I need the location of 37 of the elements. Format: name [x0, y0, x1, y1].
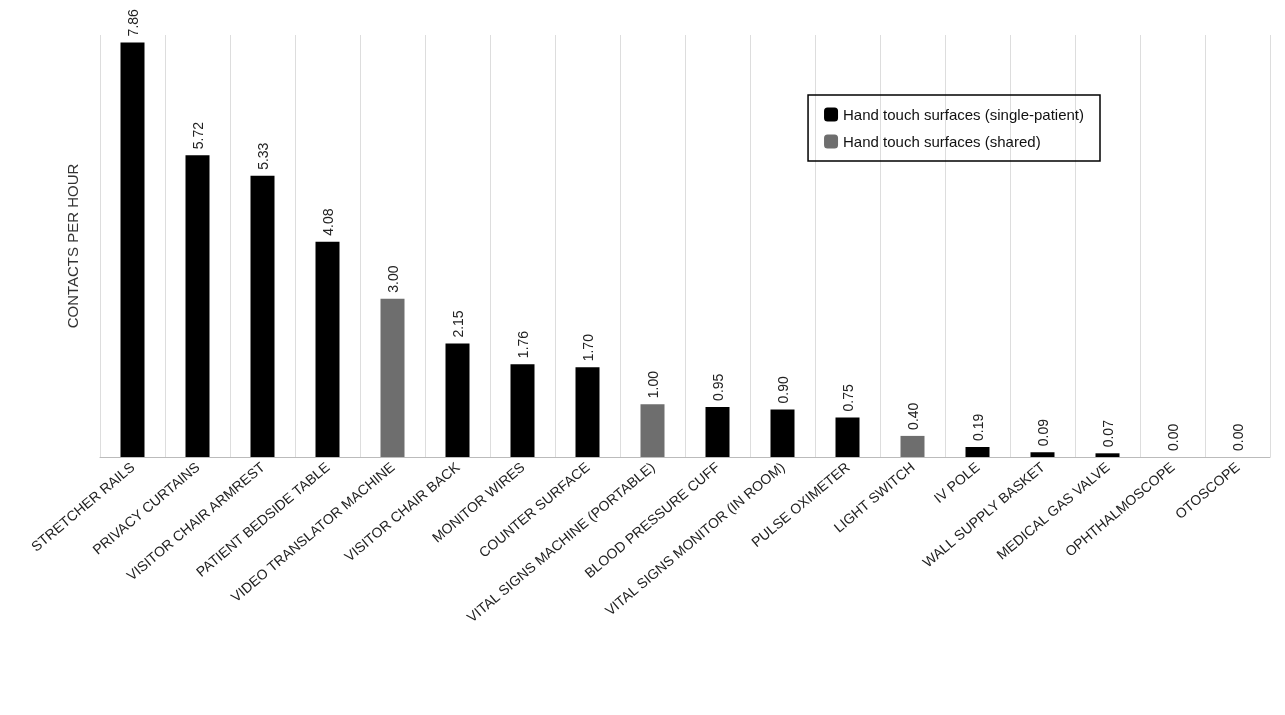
- bar: [705, 406, 730, 457]
- bar: [1095, 453, 1120, 457]
- bar: [965, 446, 990, 457]
- data-label: 4.08: [319, 208, 336, 236]
- data-label: 3.00: [384, 265, 401, 293]
- legend-label: Hand touch surfaces (single-patient): [843, 106, 1085, 123]
- bar: [770, 409, 795, 457]
- bar: [250, 175, 275, 457]
- data-label: 0.90: [774, 376, 791, 404]
- data-label: 1.00: [644, 370, 661, 399]
- data-label: 0.00: [1164, 423, 1181, 451]
- bar: [380, 298, 405, 457]
- data-label: 1.76: [514, 330, 531, 359]
- data-label: 0.07: [1099, 419, 1116, 448]
- bar: [835, 417, 860, 457]
- y-axis-title: CONTACTS PER HOUR: [64, 163, 81, 329]
- bar: [640, 404, 665, 457]
- bar: [315, 241, 340, 457]
- data-label: 5.33: [254, 142, 271, 170]
- data-label: 1.70: [579, 333, 596, 362]
- data-label: 2.15: [449, 310, 466, 338]
- data-label: 5.72: [189, 121, 206, 150]
- bar: [185, 155, 210, 457]
- data-label: 0.95: [709, 373, 726, 401]
- legend-label: Hand touch surfaces (shared): [843, 133, 1041, 150]
- bar: [510, 364, 535, 457]
- bar: [900, 435, 925, 457]
- bar: [120, 42, 145, 457]
- data-label: 0.00: [1229, 423, 1246, 451]
- bar: [1030, 452, 1055, 457]
- data-label: 0.75: [839, 383, 856, 412]
- data-label: 7.86: [124, 8, 141, 37]
- bar: [445, 343, 470, 457]
- data-label: 0.09: [1034, 418, 1051, 447]
- bar: [575, 367, 600, 457]
- data-label: 0.19: [969, 413, 986, 441]
- data-label: 0.40: [904, 402, 921, 430]
